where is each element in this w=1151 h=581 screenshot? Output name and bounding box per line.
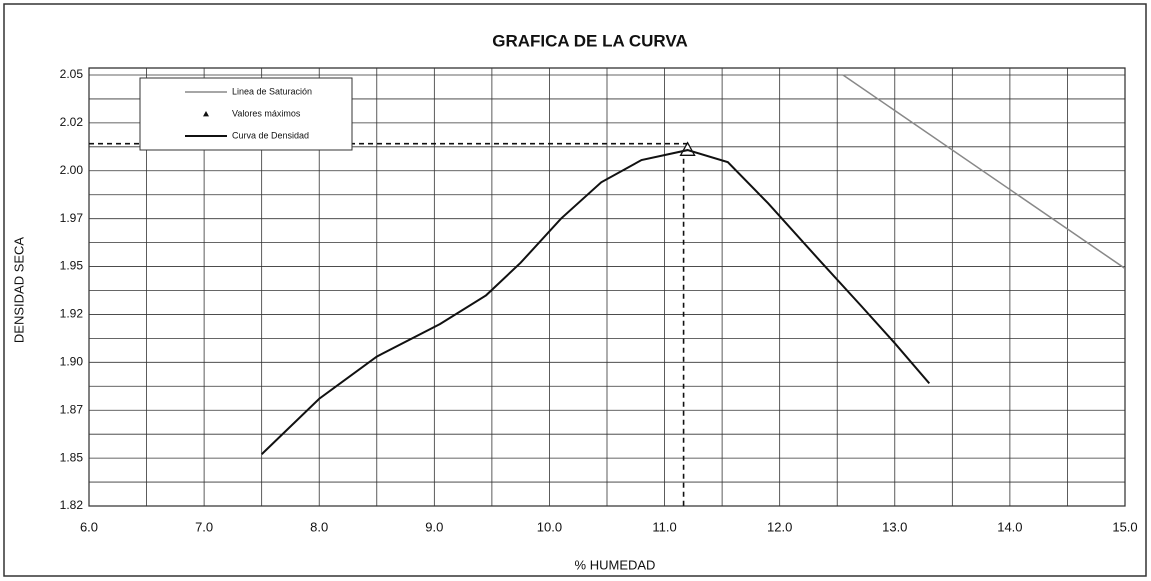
x-tick-label: 10.0 [537, 519, 562, 534]
x-tick-label: 12.0 [767, 519, 792, 534]
y-tick-label: 1.87 [60, 402, 84, 416]
y-axis-label: DENSIDAD SECA [11, 237, 26, 344]
x-tick-label: 6.0 [80, 519, 98, 534]
y-tick-label: 1.85 [60, 450, 84, 464]
legend-box [139, 77, 353, 151]
legend-label: Curva de Densidad [232, 130, 309, 140]
y-tick-label: 2.02 [60, 115, 84, 129]
y-tick-label: 2.05 [60, 67, 84, 81]
x-tick-label: 9.0 [425, 519, 443, 534]
series-line [842, 74, 1125, 270]
x-tick-label: 8.0 [310, 519, 328, 534]
x-tick-label: 7.0 [195, 519, 213, 534]
y-tick-label: 1.90 [60, 355, 84, 369]
x-tick-label: 15.0 [1112, 519, 1137, 534]
legend-label: Valores máximos [232, 108, 301, 118]
chart-title: GRAFICA DE LA CURVA [492, 31, 688, 50]
y-tick-label: 2.00 [60, 163, 84, 177]
x-tick-label: 14.0 [997, 519, 1022, 534]
y-tick-label: 1.97 [60, 211, 84, 225]
x-axis-label: % HUMEDAD [575, 557, 656, 572]
frame [3, 3, 1147, 577]
y-tick-label: 1.92 [60, 307, 84, 321]
y-tick-label: 1.82 [60, 498, 84, 512]
y-tick-label: 1.95 [60, 259, 84, 273]
legend-label: Linea de Saturación [232, 86, 312, 96]
series-line [260, 149, 931, 455]
x-tick-label: 11.0 [652, 519, 676, 534]
legend-marker [203, 111, 209, 117]
x-tick-label: 13.0 [882, 519, 907, 534]
